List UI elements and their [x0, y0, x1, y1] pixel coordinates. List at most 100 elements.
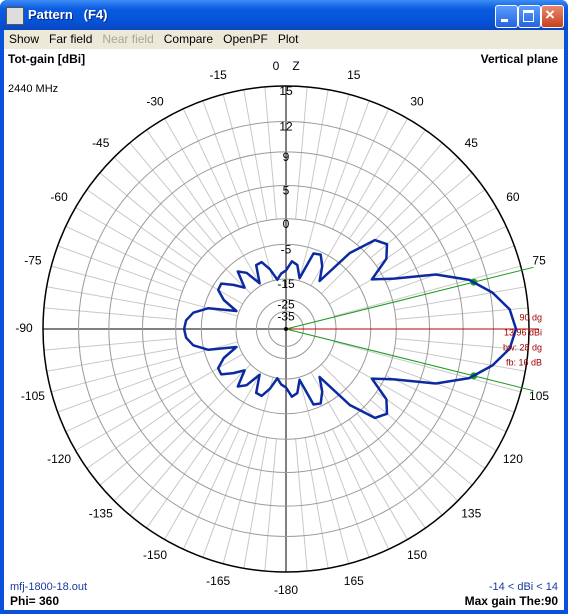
theta-tick-label: -90 [15, 321, 33, 335]
r-tick-label: 5 [283, 184, 290, 198]
spoke [75, 207, 243, 305]
theta-tick-label: -180 [274, 583, 298, 597]
spoke [57, 245, 183, 292]
phi: Phi= 360 [10, 594, 59, 608]
annotation: bw: 28 dg [503, 342, 542, 352]
spoke [146, 419, 224, 529]
theta-tick-label: 105 [529, 389, 549, 403]
chart-title: Tot-gain [dBi] [8, 52, 85, 66]
spoke [395, 307, 529, 320]
spoke [376, 189, 486, 267]
annotation: 90 dg [519, 312, 542, 322]
menu-item[interactable]: Far field [49, 32, 93, 46]
spoke [65, 225, 187, 283]
minimize-button[interactable] [495, 5, 518, 28]
beam-edge-line [285, 266, 534, 330]
spoke [222, 377, 274, 564]
theta-tick-label: 135 [461, 506, 481, 520]
spoke [75, 353, 243, 451]
spoke [310, 372, 408, 540]
r-tick-label: -35 [277, 310, 295, 324]
r-tick-label: 9 [283, 150, 290, 164]
spoke [243, 89, 268, 221]
spoke [113, 364, 251, 502]
pattern-line [182, 238, 518, 420]
spoke [323, 100, 370, 226]
menu-item[interactable]: Compare [163, 32, 214, 46]
spoke [329, 207, 497, 305]
theta-tick-label: -45 [92, 136, 110, 150]
spoke [264, 438, 277, 572]
spoke [164, 372, 262, 540]
spoke [356, 142, 443, 245]
spoke [321, 156, 459, 294]
r-tick-label: -5 [281, 242, 292, 256]
axis-label: Z [292, 59, 299, 73]
spoke [146, 129, 224, 239]
polar-plot: Tot-gain [dBi] Vertical plane 2440 MHz m… [4, 49, 564, 610]
r-tick-label: -15 [277, 277, 295, 291]
max-gain: Max gain The:90 [465, 594, 559, 608]
app-icon [6, 7, 24, 25]
spoke [385, 375, 507, 433]
spoke [43, 307, 177, 320]
spoke [202, 432, 249, 558]
spoke [202, 100, 249, 226]
spoke [295, 438, 308, 572]
spoke [310, 118, 408, 286]
theta-tick-label: -60 [50, 190, 68, 204]
spoke [182, 428, 240, 550]
center-dot [284, 327, 288, 331]
theta-tick-label: 120 [503, 452, 523, 466]
spoke [46, 347, 178, 372]
gain-range: -14 < dBi < 14 [489, 581, 558, 593]
spoke [389, 366, 515, 413]
theta-tick-label: -165 [206, 574, 230, 588]
theta-tick-label: -150 [143, 548, 167, 562]
spoke [295, 86, 308, 220]
spoke [394, 347, 526, 372]
menu-item[interactable]: Show [9, 32, 40, 46]
r-tick-label: 15 [279, 84, 293, 98]
annotation: fb: 16 dB [506, 357, 542, 367]
theta-tick-label: 150 [407, 548, 427, 562]
title-bar: Pattern (F4) × [0, 0, 568, 30]
spoke [385, 225, 507, 283]
menu-bar: Show Far field Near field Compare OpenPF Plot [4, 30, 564, 49]
spoke [243, 437, 268, 569]
spoke [164, 118, 262, 286]
theta-tick-label: -105 [21, 389, 45, 403]
spoke [43, 338, 177, 351]
file-name: mfj-1800-18.out [10, 581, 87, 593]
chart-subtitle: Vertical plane [481, 52, 559, 66]
spoke [86, 189, 196, 267]
menu-item[interactable]: Plot [277, 32, 299, 46]
spoke [395, 338, 529, 351]
close-button[interactable]: × [541, 5, 564, 28]
menu-item[interactable]: OpenPF [223, 32, 268, 46]
spoke [304, 89, 329, 221]
spoke [348, 129, 426, 239]
annotation: 13.96 dBi [504, 327, 542, 337]
spoke [57, 366, 183, 413]
spoke [304, 437, 329, 569]
spoke [129, 413, 216, 516]
spoke [298, 94, 350, 281]
spoke [323, 432, 370, 558]
spoke [389, 245, 515, 292]
theta-tick-label: 165 [344, 574, 364, 588]
maximize-button[interactable] [518, 5, 541, 28]
spoke [65, 375, 187, 433]
spoke [334, 265, 521, 317]
r-tick-label: 0 [283, 217, 290, 231]
spoke [264, 86, 277, 220]
spoke [332, 428, 390, 550]
menu-item: Near field [102, 32, 154, 46]
theta-tick-label: -15 [210, 68, 228, 82]
theta-tick-label: 15 [347, 68, 361, 82]
theta-tick-label: -135 [89, 506, 113, 520]
theta-tick-label: 60 [506, 190, 520, 204]
theta-tick-label: 45 [465, 136, 479, 150]
spoke [334, 341, 521, 393]
